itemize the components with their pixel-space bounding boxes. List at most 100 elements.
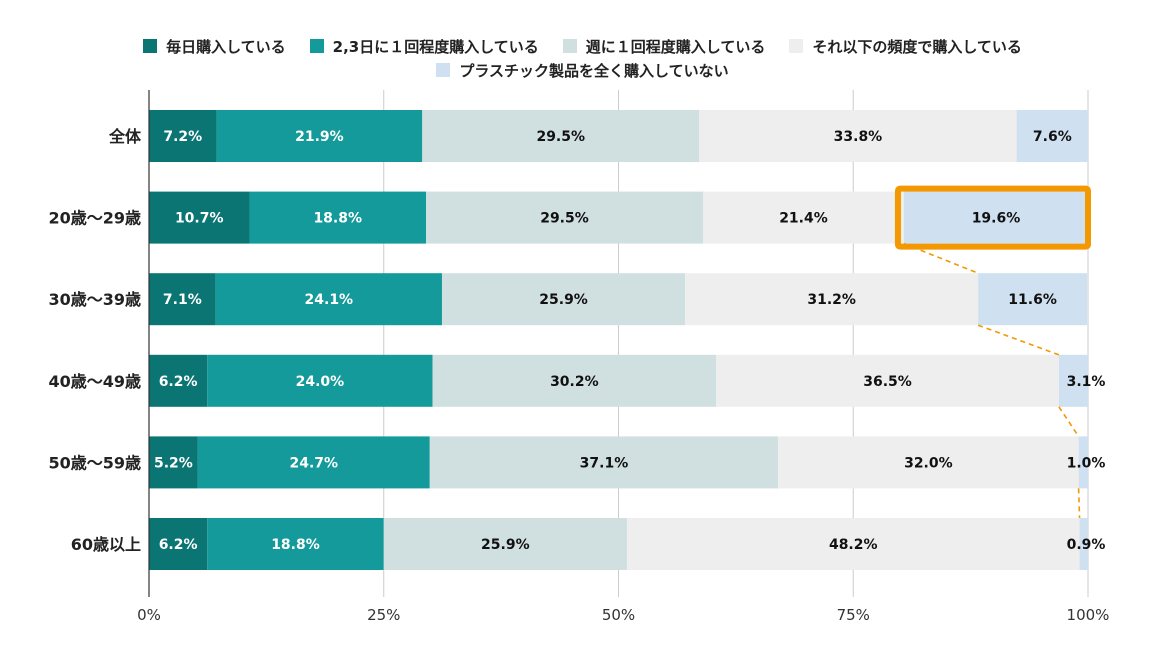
- bar-segment-row5-series2: [383, 518, 627, 570]
- connector-line-4: [1077, 488, 1081, 519]
- data-label-row2-series1: 24.1%: [305, 292, 354, 308]
- data-label-row0-series1: 21.9%: [295, 129, 344, 145]
- data-label-row4-series0: 5.2%: [154, 455, 193, 471]
- legend-label-weekly: 週に１回程度購入している: [585, 37, 766, 56]
- bar-segment-row4-series3: [778, 436, 1079, 489]
- category-label-2: 30歳〜39歳: [48, 290, 141, 309]
- x-tick-label-25: 25%: [367, 606, 400, 624]
- data-label-row1-series4: 19.6%: [972, 211, 1021, 227]
- data-label-row1-series1: 18.8%: [313, 211, 362, 227]
- legend-item-less-often: それ以下の頻度で購入している: [789, 36, 1022, 57]
- data-label-row3-series3: 36.5%: [863, 374, 912, 390]
- x-tick-labels: 0% 25% 50% 75% 100%: [137, 606, 1109, 624]
- bar-segment-row3-series3: [716, 354, 1059, 407]
- bar-segment-row1-series0: [149, 191, 250, 244]
- bar-segment-row1-series4: [903, 191, 1088, 244]
- data-label-row1-series0: 10.7%: [175, 211, 224, 227]
- data-label-row3-series4: 3.1%: [1067, 374, 1106, 390]
- data-label-row5-series3: 48.2%: [829, 537, 878, 553]
- x-tick-label-100: 100%: [1067, 606, 1110, 624]
- bar-segment-row1-series2: [426, 191, 704, 244]
- legend-swatch-never: [436, 63, 451, 77]
- data-labels: 7.2% 21.9% 29.5% 33.8% 7.6% 10.7% 18.8% 29.5% 21…: [154, 129, 1105, 553]
- category-label-0: 全体: [108, 127, 142, 146]
- category-label-4: 50歳〜59歳: [48, 453, 141, 472]
- bar-segment-row3-series2: [432, 354, 717, 407]
- legend-swatch-weekly: [562, 39, 577, 53]
- bar-segment-row3-series1: [207, 354, 433, 407]
- bar-segment-row2-series4: [978, 273, 1088, 326]
- data-label-row5-series0: 6.2%: [159, 537, 198, 553]
- data-label-row0-series4: 7.6%: [1033, 129, 1072, 145]
- data-label-row4-series2: 37.1%: [580, 455, 629, 471]
- connector-line-3: [1058, 406, 1080, 437]
- data-label-row0-series0: 7.2%: [163, 129, 202, 145]
- bar-segment-row0-series4: [1016, 110, 1088, 162]
- legend-label-less-often: それ以下の頻度で購入している: [812, 37, 1022, 56]
- data-label-row0-series3: 33.8%: [834, 129, 883, 145]
- x-tick-label-75: 75%: [837, 606, 870, 624]
- data-label-row4-series4: 1.0%: [1067, 455, 1106, 471]
- bar-segment-row4-series2: [429, 436, 779, 489]
- legend-label-never: プラスチック製品を全く購入していない: [459, 61, 729, 80]
- data-label-row2-series4: 11.6%: [1008, 292, 1057, 308]
- bar-segment-row4-series1: [197, 436, 430, 489]
- bar-segment-row0-series1: [216, 110, 423, 162]
- legend-item-weekly: 週に１回程度購入している: [562, 36, 766, 57]
- legend-swatch-daily: [143, 39, 158, 53]
- bars: [149, 110, 1088, 570]
- category-labels: 全体 20歳〜29歳 30歳〜39歳 40歳〜49歳 50歳〜59歳 60歳以上: [48, 127, 142, 554]
- data-label-row2-series2: 25.9%: [539, 292, 588, 308]
- chart-legend: 毎日購入している 2,3日に１回程度購入している 週に１回程度購入している それ…: [0, 34, 1165, 82]
- bar-segment-row4-series0: [149, 436, 198, 489]
- bar-segment-row0-series2: [422, 110, 700, 162]
- data-label-row4-series3: 32.0%: [904, 455, 953, 471]
- bar-segment-row1-series3: [703, 191, 904, 244]
- bar-segment-row5-series3: [626, 518, 1080, 570]
- data-label-row3-series0: 6.2%: [159, 374, 198, 390]
- legend-label-daily: 毎日購入している: [166, 37, 286, 56]
- legend-item-never: プラスチック製品を全く購入していない: [436, 60, 729, 81]
- gridlines: [383, 90, 1089, 597]
- bar-segment-row2-series0: [149, 273, 216, 326]
- bar-segment-row0-series0: [149, 110, 217, 162]
- data-label-row5-series1: 18.8%: [271, 537, 320, 553]
- data-label-row5-series4: 0.9%: [1067, 537, 1106, 553]
- legend-label-every-2-3-days: 2,3日に１回程度購入している: [332, 37, 539, 56]
- data-label-row3-series1: 24.0%: [296, 374, 345, 390]
- x-tick-label-50: 50%: [602, 606, 635, 624]
- data-label-row4-series1: 24.7%: [290, 455, 339, 471]
- legend-row-2: プラスチック製品を全く購入していない: [0, 58, 1165, 82]
- data-label-row3-series2: 30.2%: [550, 374, 599, 390]
- data-label-row2-series3: 31.2%: [807, 292, 856, 308]
- legend-swatch-every-2-3-days: [309, 39, 324, 53]
- bar-segment-row5-series1: [207, 518, 384, 570]
- bar-segment-row5-series4: [1079, 518, 1088, 570]
- category-label-3: 40歳〜49歳: [48, 372, 141, 391]
- bar-segment-row2-series1: [215, 273, 442, 326]
- data-label-row1-series2: 29.5%: [540, 211, 589, 227]
- category-label-5: 60歳以上: [71, 535, 141, 554]
- legend-swatch-less-often: [789, 39, 804, 53]
- category-label-1: 20歳〜29歳: [48, 209, 141, 228]
- data-label-row1-series3: 21.4%: [779, 211, 828, 227]
- data-label-row5-series2: 25.9%: [481, 537, 530, 553]
- legend-row-1: 毎日購入している 2,3日に１回程度購入している 週に１回程度購入している それ…: [0, 34, 1165, 58]
- legend-item-daily: 毎日購入している: [143, 36, 286, 57]
- bar-segment-row3-series0: [149, 354, 208, 407]
- highlight-box: [894, 185, 1091, 250]
- legend-item-every-2-3-days: 2,3日に１回程度購入している: [309, 36, 539, 57]
- bar-segment-row0-series3: [699, 110, 1017, 162]
- x-tick-label-0: 0%: [137, 606, 161, 624]
- connector-line-2: [977, 324, 1060, 356]
- bar-segment-row1-series1: [249, 191, 427, 244]
- bar-segment-row2-series2: [441, 273, 686, 326]
- bar-segment-row4-series4: [1078, 436, 1088, 489]
- bar-segment-row3-series4: [1058, 354, 1088, 407]
- data-label-row0-series2: 29.5%: [536, 129, 585, 145]
- data-label-row2-series0: 7.1%: [163, 292, 202, 308]
- bar-segment-row2-series3: [685, 273, 979, 326]
- bar-segment-row5-series0: [149, 518, 208, 570]
